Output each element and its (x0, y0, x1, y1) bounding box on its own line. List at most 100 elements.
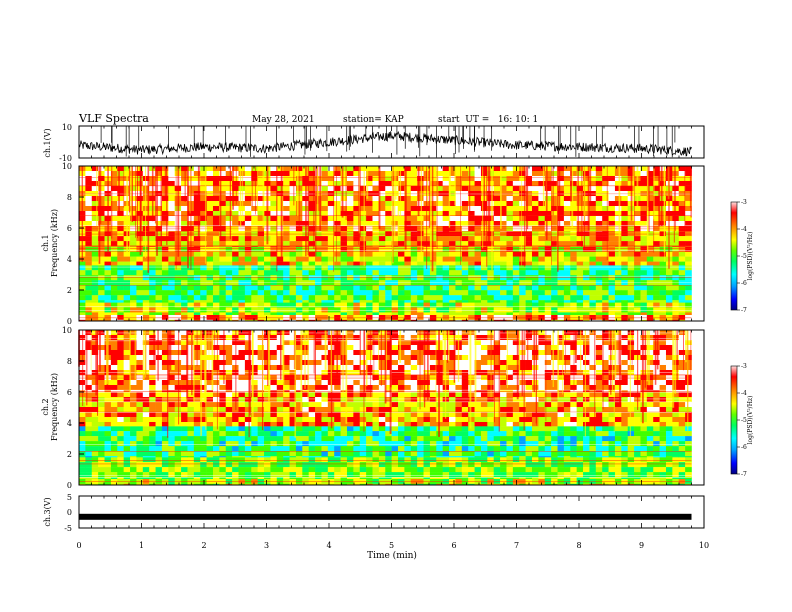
spectrogram-cell (519, 300, 526, 303)
spectrogram-cell (646, 251, 654, 257)
spectrogram-cell (110, 265, 118, 271)
spectrogram-cell (270, 176, 278, 182)
spectrogram-cell (436, 300, 443, 303)
spectrogram-cell (110, 201, 118, 207)
spectrogram-cell (589, 472, 597, 478)
spectrogram-cell (85, 300, 93, 303)
spectrogram-cell (91, 270, 99, 276)
spectrogram-cell (487, 270, 495, 276)
spectrogram-cell (449, 256, 456, 262)
spectrogram-cell (315, 166, 322, 172)
spectrogram-cell (417, 477, 424, 479)
spectrogram-cell (653, 307, 660, 313)
spectrogram-cell (334, 176, 341, 182)
spectrogram-cell (461, 446, 469, 452)
spectrogram-cell (646, 221, 654, 227)
spectrogram-cell (640, 181, 648, 187)
spectrogram-cell (142, 457, 150, 463)
spectrogram-cell (340, 256, 348, 262)
spectrogram-cell (417, 431, 424, 437)
spectrogram-cell (398, 477, 405, 479)
spectrogram-cell (353, 441, 361, 447)
spectrogram-cell (219, 446, 227, 452)
spectrogram-cell (404, 314, 412, 320)
spectrogram-cell (436, 171, 443, 177)
spectrogram-cell (85, 241, 93, 247)
spectrogram-cell (506, 211, 514, 217)
spectrogram-cell (583, 290, 590, 296)
spectrogram-cell (308, 246, 316, 252)
spectrogram-cell (602, 265, 609, 271)
spectrogram-cell (640, 201, 648, 207)
spectrogram-cell (576, 295, 584, 301)
spectrogram-cell (321, 166, 329, 172)
spectrogram-cell (289, 457, 297, 463)
spectrogram-cell (353, 307, 361, 313)
spectrogram-cell (468, 314, 475, 320)
spectrogram-cell (321, 181, 329, 187)
spectrogram-cell (614, 251, 622, 257)
spectrogram-cell (181, 307, 188, 313)
spectrogram-cell (193, 477, 201, 479)
spectrogram-cell (672, 270, 680, 276)
spectrogram-cell (302, 270, 309, 276)
ch1-colorbar-ticks: -3-4-5-6-7 (737, 199, 747, 314)
spectrogram-cell (608, 467, 616, 473)
spectrogram-cell (678, 241, 686, 247)
spectrogram-cell (232, 462, 239, 468)
spectrogram-cell (276, 457, 284, 463)
spectrogram-cell (493, 256, 501, 262)
spectrogram-cell (359, 216, 367, 222)
spectrogram-cell (595, 265, 603, 271)
spectrogram-cell (238, 251, 246, 257)
spectrogram-cell (436, 307, 443, 313)
spectrogram-cell (206, 426, 214, 432)
spectrogram-cell (212, 221, 220, 227)
spectrogram-cell (385, 236, 392, 242)
spectrogram-cell (225, 285, 233, 291)
spectrogram-cell (634, 314, 641, 320)
colorbar-tick-label: -7 (741, 307, 747, 314)
spectrogram-cell (519, 314, 526, 320)
spectrogram-cell (595, 251, 603, 257)
spectrogram-cell (576, 196, 584, 202)
spectrogram-cell (264, 426, 271, 432)
spectrogram-cell (366, 270, 373, 276)
spectrogram-cell (142, 186, 150, 192)
spectrogram-cell (110, 467, 118, 473)
spectrogram-cell (302, 426, 309, 432)
spectrogram-cell (614, 300, 622, 303)
spectrogram-cell (538, 295, 546, 301)
spectrogram-cell (232, 246, 239, 252)
spectrogram-cell (621, 196, 628, 202)
spectrogram-cell (149, 462, 156, 468)
spectrogram-cell (174, 431, 182, 437)
spectrogram-cell (410, 186, 418, 192)
spectrogram-cell (85, 246, 93, 252)
spectrogram-cell (353, 231, 361, 237)
spectrogram-cell (429, 295, 437, 301)
spectrogram-cell (79, 446, 86, 452)
spectrogram-cell (372, 236, 380, 242)
spectrogram-cell (264, 472, 271, 478)
spectrogram-cell (104, 472, 112, 478)
spectrogram-cell (206, 462, 214, 468)
spectrogram-cell (308, 446, 316, 452)
spectrogram-cell (98, 457, 105, 463)
spectrogram-cell (493, 241, 501, 247)
spectrogram-cell (110, 431, 118, 437)
spectrogram-cell (321, 431, 329, 437)
spectrogram-cell (557, 201, 565, 207)
spectrogram-cell (238, 467, 246, 473)
spectrogram-cell (161, 231, 169, 237)
spectrogram-cell (398, 295, 405, 301)
spectrogram-cell (168, 196, 175, 202)
spectrogram-cell (385, 467, 392, 473)
spectrogram-cell (155, 206, 163, 212)
spectrogram-cell (321, 477, 329, 479)
spectrogram-cell (468, 186, 475, 192)
spectrogram-cell (334, 285, 341, 291)
spectrogram-cell (570, 206, 577, 212)
spectrogram-cell (640, 446, 648, 452)
spectrogram-cell (685, 431, 692, 437)
